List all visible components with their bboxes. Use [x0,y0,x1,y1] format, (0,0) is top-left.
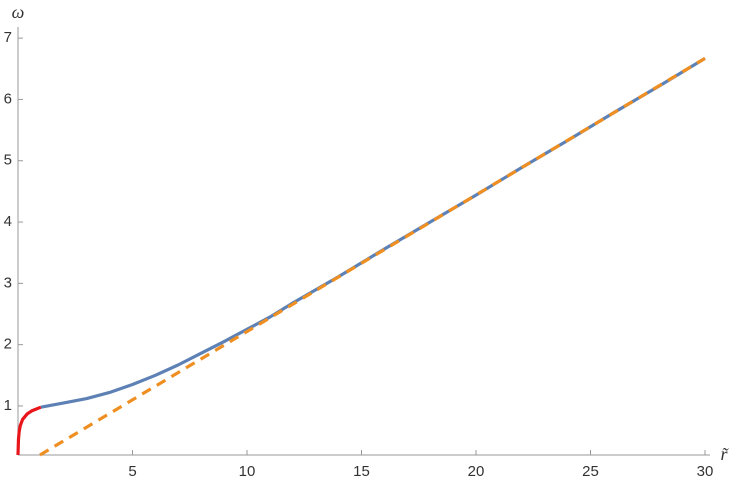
x-axis-label: r̃ [720,444,729,464]
x-tick-label: 25 [582,463,599,480]
y-tick-label: 7 [4,29,12,46]
x-tick-label: 15 [353,463,370,480]
y-tick-label: 6 [4,90,12,107]
x-tick-label: 5 [128,463,136,480]
series-line [16,405,42,456]
y-tick-label: 1 [4,397,12,414]
y-tick-label: 4 [4,213,12,230]
x-tick-label: 10 [239,463,256,480]
y-tick-label: 2 [4,336,12,353]
series-line [40,56,706,409]
y-tick-label: 5 [4,152,12,169]
x-tick-label: 30 [697,463,714,480]
x-tick-label: 20 [468,463,485,480]
y-axis-label: ω [12,2,25,22]
y-tick-label: 3 [4,274,12,291]
